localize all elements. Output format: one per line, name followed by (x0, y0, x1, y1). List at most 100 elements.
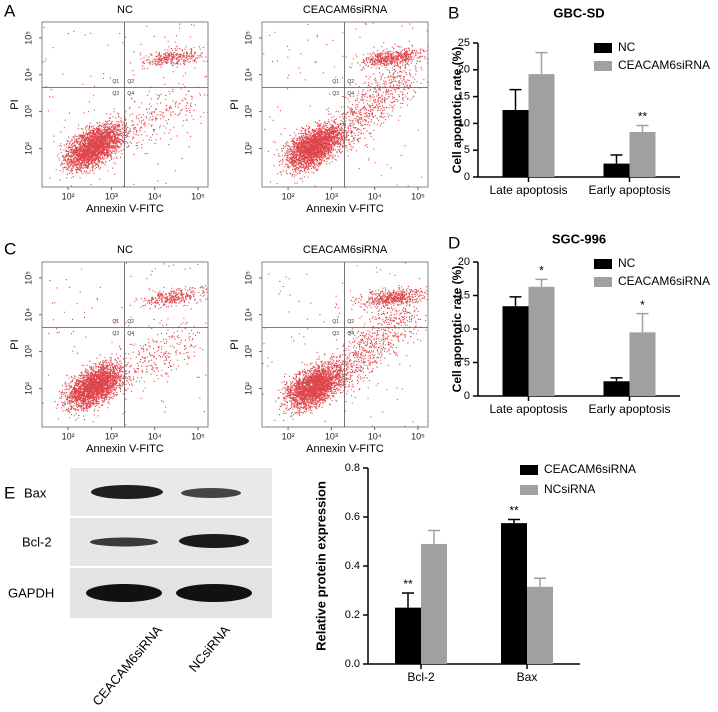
quadrant-label: Q3 (332, 91, 339, 97)
quadrant-label: Q4 (347, 331, 354, 337)
x-tick-label: Early apoptosis (588, 183, 670, 197)
plot-frame (41, 21, 209, 188)
plot-title: CEACAM6siRNA (303, 4, 388, 16)
x-tick-label: 10⁵ (191, 431, 205, 441)
bar (421, 543, 447, 664)
plot-title: CEACAM6siRNA (303, 244, 388, 256)
y-tick-label: 10² (23, 142, 33, 155)
quadrant-label: Q1 (112, 319, 119, 325)
plot-frame (41, 261, 209, 428)
blot-band (90, 537, 158, 547)
plot-frame (261, 261, 429, 428)
x-axis-label: Annexin V-FITC (306, 203, 384, 215)
legend-swatch (594, 259, 612, 269)
y-tick-label: 0.8 (345, 462, 360, 474)
quadrant-label: Q4 (347, 91, 354, 97)
y-tick-label: 0 (464, 390, 470, 402)
y-tick-label: 10⁴ (23, 68, 33, 82)
y-axis-label: PI (9, 99, 21, 109)
legend-label: CEACAM6siRNA (618, 58, 710, 72)
x-tick-label: 10⁵ (411, 431, 425, 441)
quadrant-label: Q1 (112, 79, 119, 85)
x-tick-label: 10⁴ (148, 191, 162, 201)
y-tick-label: 0.6 (345, 511, 360, 523)
y-tick-label: 10⁴ (23, 308, 33, 322)
bar (629, 131, 656, 177)
western-blot (70, 468, 272, 618)
blot-band (91, 485, 163, 499)
y-tick-label: 20 (458, 256, 470, 268)
blot-row-label: GAPDH (8, 585, 54, 600)
bar (527, 586, 553, 664)
quadrant-label: Q2 (347, 319, 354, 325)
error-bar (535, 278, 548, 287)
error-bar (535, 51, 548, 75)
y-tick-label: 10³ (243, 105, 253, 118)
blot-row-label: Bcl-2 (22, 534, 52, 549)
x-tick-label: 10² (282, 431, 295, 441)
x-axis-label: Annexin V-FITC (86, 203, 164, 215)
significance-label: ** (403, 577, 413, 591)
y-tick-label: 10⁵ (23, 271, 33, 285)
x-tick-label: 10⁵ (411, 191, 425, 201)
error-bar (428, 529, 440, 544)
legend-swatch (520, 485, 538, 495)
significance-label: * (539, 264, 544, 278)
error-bar (509, 88, 522, 110)
x-tick-label: 10⁴ (368, 191, 382, 201)
x-tick-label: 10² (282, 191, 295, 201)
legend-label: CEACAM6siRNA (618, 274, 710, 288)
y-tick-label: 0.4 (345, 560, 360, 572)
y-tick-label: 5 (464, 356, 470, 368)
legend-swatch (594, 43, 612, 53)
significance-label: ** (638, 110, 648, 124)
y-tick-label: 10³ (23, 345, 33, 358)
error-bar (636, 124, 649, 132)
chart-title: GBC-SD (553, 5, 604, 20)
x-tick-label: Bcl-2 (407, 670, 435, 684)
significance-label: ** (509, 504, 519, 518)
y-axis-label: Cell apoptotic rate (%) (450, 47, 464, 174)
error-bar (610, 377, 623, 382)
y-tick-label: 10 (458, 117, 470, 129)
panel-label: A (4, 1, 16, 20)
cytometry-events (42, 262, 209, 426)
blot-row-label: Bax (24, 485, 47, 500)
legend-swatch (594, 61, 612, 71)
x-axis-label: Annexin V-FITC (306, 443, 384, 455)
legend-label: NC (618, 256, 636, 270)
x-tick-label: 10² (62, 431, 75, 441)
error-bar (402, 592, 414, 608)
y-axis-label: Cell apoptotic rate (%) (450, 266, 464, 393)
bar (603, 163, 630, 177)
y-tick-label: 15 (458, 289, 470, 301)
quadrant-label: Q1 (332, 79, 339, 85)
bar (603, 381, 630, 396)
y-tick-label: 20 (458, 64, 470, 76)
error-bar (610, 154, 623, 164)
quadrant-label: Q3 (332, 331, 339, 337)
y-axis-label: PI (229, 99, 241, 109)
error-bar (636, 312, 649, 333)
legend-swatch (594, 277, 612, 287)
y-tick-label: 25 (458, 37, 470, 49)
y-tick-label: 10² (243, 142, 253, 155)
y-tick-label: 10³ (243, 345, 253, 358)
quadrant-label: Q2 (127, 319, 134, 325)
x-axis-label: Annexin V-FITC (86, 443, 164, 455)
chart-title: SGC-996 (552, 231, 606, 246)
x-tick-label: 10³ (105, 431, 118, 441)
x-tick-label: 10³ (325, 431, 338, 441)
y-tick-label: 10 (458, 323, 470, 335)
x-tick-label: Late apoptosis (489, 402, 567, 416)
y-axis-label: Relative protein expression (313, 481, 328, 651)
bar (629, 332, 656, 396)
error-bar (509, 296, 522, 307)
plot-frame (261, 21, 429, 188)
plot-title: NC (117, 244, 133, 256)
panel-label: E (4, 483, 15, 502)
y-tick-label: 0.0 (345, 658, 360, 670)
x-tick-label: 10² (62, 191, 75, 201)
significance-label: * (640, 298, 645, 312)
quadrant-label: Q3 (112, 91, 119, 97)
